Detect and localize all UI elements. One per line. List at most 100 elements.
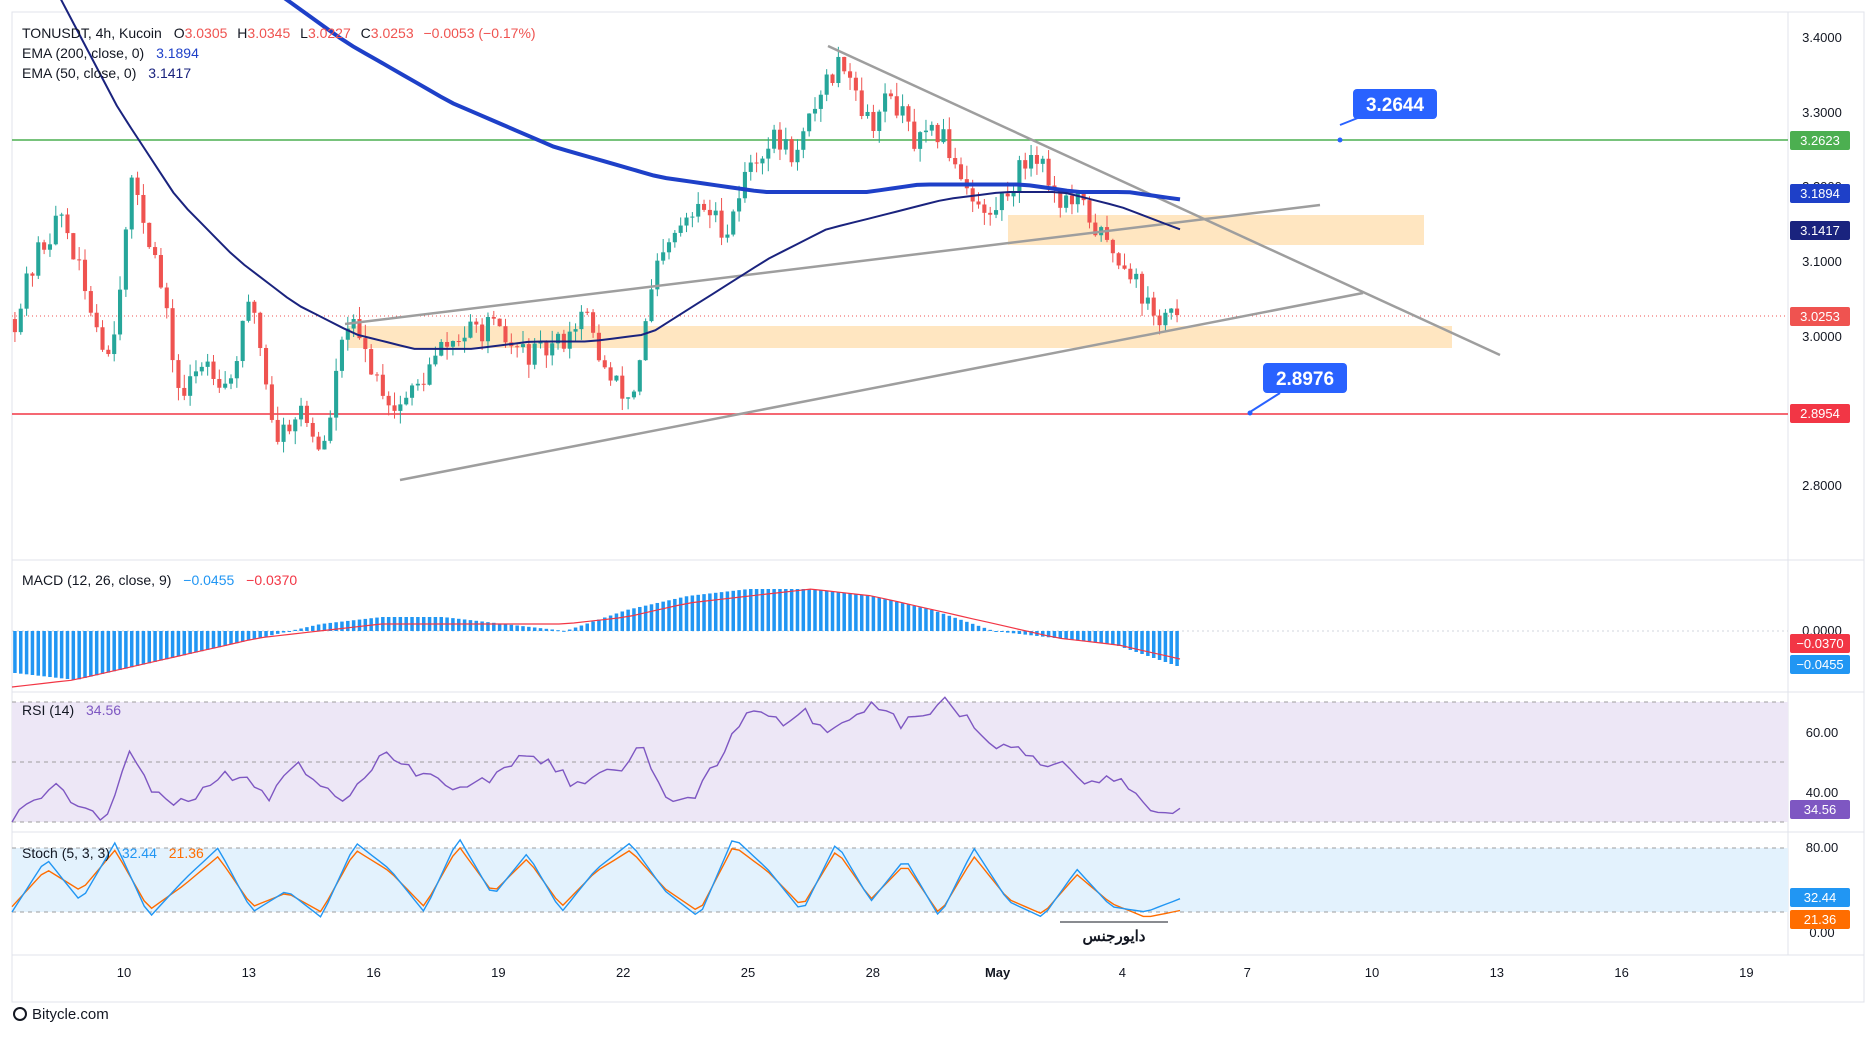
candle-body [88,291,93,313]
candle-body [374,374,380,376]
macd-histogram-bar [1011,631,1016,634]
macd-histogram-bar [211,631,216,649]
price-tag-support [1790,404,1850,423]
macd-histogram-bar [94,631,99,676]
candle-body [883,93,888,112]
macd-histogram-bar [608,615,613,631]
candle-body [228,378,234,384]
macd-histogram-bar [305,627,309,631]
candle-body [71,233,76,260]
candle-body [731,211,736,235]
channel-upper-line[interactable] [344,203,1321,326]
macd-histogram-bar [19,631,23,674]
candle-body [520,344,526,348]
candle-body [503,326,508,343]
candle-body [608,367,613,381]
callout-lower-dot [1247,410,1253,416]
macd-histogram-bar [240,631,245,642]
macd-histogram-bar [947,615,952,631]
macd-histogram-bar [486,622,490,631]
macd-signal-line [11,588,1181,688]
macd-tag-signal-label: −0.0370 [1796,636,1843,651]
candle-body [666,242,672,253]
candle-body [199,366,204,372]
candle-body [106,349,111,355]
callout-lower-label: 2.8976 [1276,369,1334,390]
macd-histogram-bar [673,598,677,631]
time-axis[interactable]: 10 13 16 19 22 25 28 May 4 7 10 13 16 19 [117,965,1754,980]
price-tag-last-label: 3.0253 [1800,309,1840,324]
candle-body [661,252,666,261]
macd-histogram-bar [474,620,479,631]
demand-zone [348,326,1452,348]
macd-histogram-bar [1140,631,1144,654]
candle-body [842,56,847,72]
macd-histogram-bar [638,606,642,631]
candle-body [684,217,689,226]
macd-histogram-bar [118,631,122,670]
price-axis[interactable]: 3.4000 3.3000 3.2000 3.1000 3.0000 2.800… [1790,30,1850,940]
macd-histogram-bar [953,617,957,631]
candle-body [497,318,502,327]
macd-histogram-bar [567,629,572,631]
macd-histogram-bar [515,625,519,631]
candle-body [649,289,654,322]
candle-body [836,56,841,84]
time-axis-label: 28 [866,965,880,980]
macd-histogram-bar [778,589,782,631]
candle-body [754,162,759,164]
candle-body [742,171,747,199]
macd-histogram-bar [316,624,321,631]
macd-histogram-bar [1070,631,1074,640]
macd-histogram-bar [153,631,157,662]
candle-body [923,130,929,133]
legend-o-label: O [174,25,185,41]
stoch-tag-d [1790,910,1850,929]
callout-lower[interactable]: 2.8976 [1247,363,1348,416]
time-axis-label: 22 [616,965,630,980]
candle-body [293,419,298,432]
candle-body [707,209,712,216]
macd-histogram-bar [124,631,128,669]
descending-trendline[interactable] [827,44,1501,357]
candle-body [672,232,677,243]
candle-body [637,360,642,392]
time-axis-label: 13 [1490,965,1504,980]
macd-histogram-bar [988,629,992,631]
stoch-tag-d-label: 21.36 [1804,912,1837,927]
candle-body [24,273,29,309]
macd-histogram-bar [871,596,876,631]
candle-body [719,210,724,238]
time-axis-label: 7 [1244,965,1251,980]
channel-lower-line[interactable] [399,291,1364,482]
candle-body [871,111,876,131]
macd-histogram-bar [159,631,163,661]
stoch-tag-k [1790,888,1850,907]
candle-body [766,148,771,159]
candle-body [958,164,964,180]
candle-body [164,287,169,309]
macd-histogram-bar [900,603,905,631]
macd-histogram-bar [135,631,140,666]
macd-histogram-bar [690,595,695,631]
candle-body [170,308,175,361]
macd-histogram-bar [346,620,350,631]
candle-body [1087,200,1092,223]
candle-body [555,333,561,344]
main-legend: TONUSDT, 4h, Kucoin O3.0305 H3.0345 L3.0… [22,25,536,81]
macd-histogram-bar [1017,631,1022,634]
rsi-label: RSI (14) [22,702,74,718]
macd-histogram-bar [684,596,689,631]
macd-histogram-bar [492,622,496,631]
macd-histogram-bar [579,625,584,631]
macd-histogram-bar [550,629,554,631]
macd-tag-macd [1790,655,1850,674]
candle-body [1023,160,1028,169]
macd-histogram-bar [912,605,917,631]
callout-upper[interactable]: 3.2644 [1337,89,1438,143]
macd-histogram-bar [311,625,315,631]
candle-body [567,331,572,349]
candle-body [748,162,753,172]
